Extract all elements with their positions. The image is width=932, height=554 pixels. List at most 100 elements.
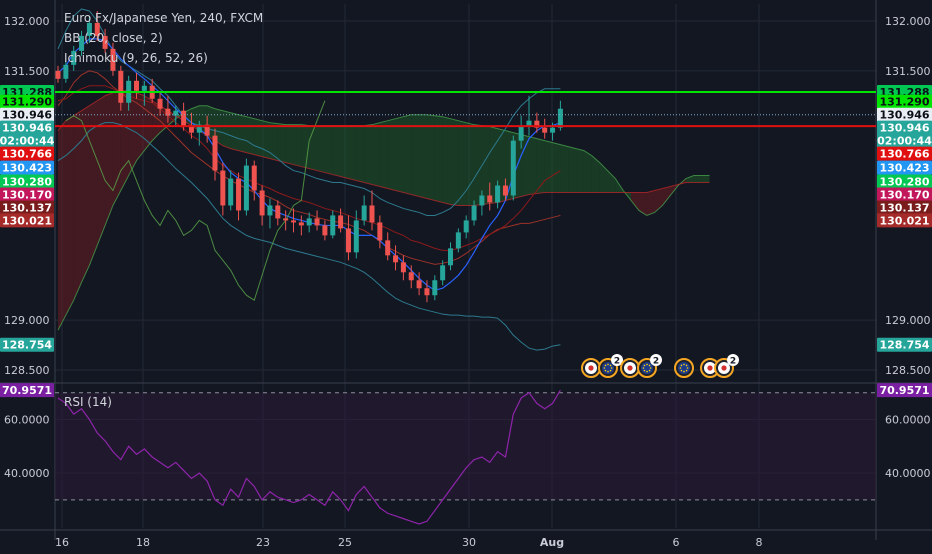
candle-body [298,222,304,226]
cloud-segment [356,125,365,183]
price-tag-box [0,337,54,352]
cloud-segment [269,122,278,161]
price-tag: 130.766 [0,146,54,161]
candle [275,200,281,226]
candle-body [204,124,210,136]
rsi-y-tick-right: 60.0000 [885,413,931,426]
price-tag: 130.021 [877,213,932,228]
euro-flag-star [683,370,685,373]
price-tag-box [877,107,932,122]
price-tag-box [0,94,54,109]
y-tick-label-left: 132.000 [4,15,50,28]
cloud-segment [254,118,263,157]
candle [440,260,446,286]
price-tag-box [877,213,932,228]
cloud-segment [419,114,427,199]
event-badge[interactable] [674,358,694,378]
candle [71,45,77,71]
chart-title: Euro Fx/Japanese Yen, 240, FXCM [64,11,263,25]
candle-body [79,35,85,51]
cloud-segment [560,144,569,193]
candle [196,120,202,146]
cloud-segment [81,105,90,283]
cloud-segment [411,114,420,197]
candle [243,158,249,216]
euro-flag-star [646,363,648,366]
candle [322,220,328,241]
candle-body [416,280,422,289]
price-tag-label: 130.137 [879,201,929,214]
candle [236,172,242,221]
candle [542,118,548,139]
candle-body [400,262,406,273]
event-badge[interactable]: 2 [598,354,623,378]
candle [471,200,477,226]
rsi-y-tick-left: 40.0000 [4,467,50,480]
price-tag-label: 130.766 [2,148,52,161]
candle [502,178,508,201]
cloud-segment [576,148,584,193]
rsi-value-tag: 70.9571 [877,383,932,398]
cloud-segment [701,175,710,183]
cloud-segment [693,175,702,183]
price-tag-label: 02:00:44 [0,135,55,148]
candle-body [291,220,296,223]
price-tag: 130.137 [877,200,932,215]
price-tag-label: 130.423 [879,162,929,175]
rsi-value-tag-label: 70.9571 [879,384,929,397]
price-tag-box [0,133,54,148]
candle [251,160,257,201]
candle [353,210,359,259]
event-badge[interactable] [581,358,601,378]
candle [291,208,296,233]
cloud-segment [434,115,443,203]
price-tag-label: 130.766 [879,148,929,161]
price-tag: 130.946 [877,107,932,122]
candle [267,198,273,229]
candle-body [463,220,469,233]
candle-body [196,124,202,133]
event-badge[interactable]: 2 [637,354,662,378]
y-tick-label-right: 129.000 [885,314,931,327]
indicator-legend-ichimoku: Ichimoku (9, 26, 52, 26) [64,51,208,65]
price-tag-box [0,187,54,202]
rsi-value-tag-label: 70.9571 [2,384,52,397]
euro-flag-star [685,364,688,367]
euro-flag-star [680,364,683,367]
event-badge[interactable] [620,358,640,378]
candle [408,265,414,289]
x-tick-label: 18 [136,536,150,549]
cloud-segment [395,116,404,193]
candle [534,112,540,133]
candle-body [236,178,242,211]
price-tag: 130.170 [877,187,932,202]
cloud-segment [73,110,82,301]
event-badge[interactable]: 2 [714,354,739,378]
event-count-bubble [611,354,623,366]
price-tag-label: 130.170 [2,188,52,201]
event-count-label: 2 [653,357,659,367]
price-tag-label: 131.290 [2,96,52,109]
euro-flag-star [609,364,612,367]
candle-body [330,215,336,236]
price-tag-box [877,200,932,215]
rsi-band-fill [55,392,876,500]
price-tag-box [877,94,932,109]
euro-flag-star [607,363,609,366]
event-count-label: 2 [614,357,620,367]
candle-body [94,22,100,36]
cloud-segment [285,124,294,165]
cloud-segment [631,192,639,211]
price-tag: 130.766 [877,146,932,161]
price-tag: 128.754 [877,337,932,352]
cloud-segment [230,112,239,151]
candles [55,10,563,303]
euro-flag-star [649,367,652,369]
cloud-segment [497,128,506,203]
price-tag-box [877,337,932,352]
candle [455,228,461,253]
cloud-segment [638,192,647,216]
cloud-segment [105,92,113,226]
